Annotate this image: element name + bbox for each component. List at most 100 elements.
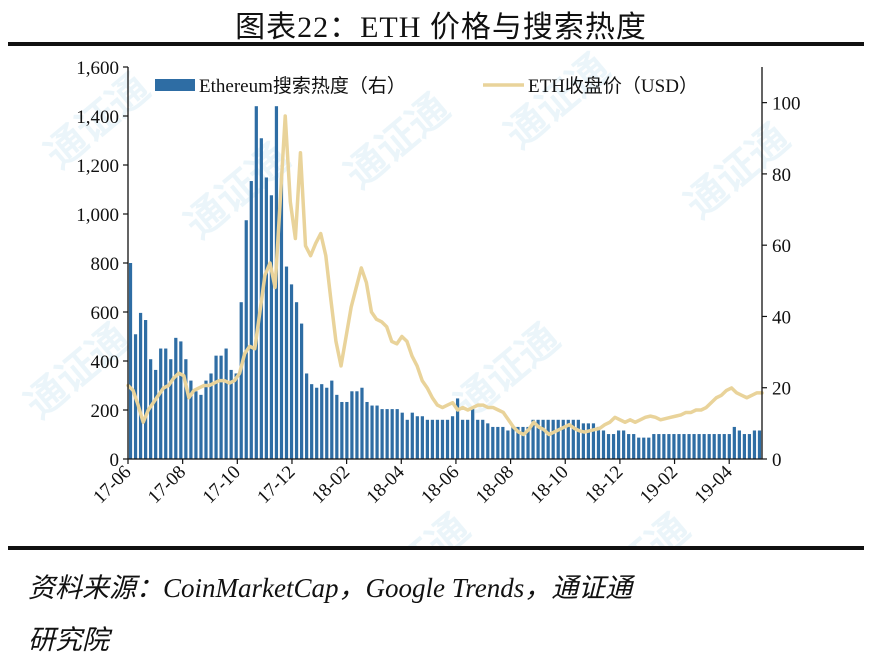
bar-112 xyxy=(692,434,696,459)
left-tick-label-4: 800 xyxy=(91,254,120,275)
x-tick-label-4: 18-02 xyxy=(308,462,354,508)
bar-55 xyxy=(405,419,409,459)
bar-31 xyxy=(284,266,289,459)
bar-108 xyxy=(672,434,676,459)
bar-98 xyxy=(622,430,626,459)
bar-78 xyxy=(521,426,525,459)
bar-76 xyxy=(511,426,515,459)
bar-38 xyxy=(320,384,324,459)
bar-5 xyxy=(154,369,158,459)
bar-125 xyxy=(757,430,762,459)
bar-82 xyxy=(541,419,545,459)
bar-44 xyxy=(350,391,354,459)
bar-123 xyxy=(747,434,752,459)
bar-23 xyxy=(244,220,248,459)
bar-34 xyxy=(299,323,304,459)
bar-53 xyxy=(395,409,399,459)
left-tick-label-6: 1,200 xyxy=(76,156,119,177)
bar-57 xyxy=(415,416,419,459)
bar-120 xyxy=(732,426,736,459)
legend: Ethereum搜索热度（右） ETH收盘价（USD） xyxy=(155,75,698,97)
left-tick-label-3: 600 xyxy=(91,303,120,324)
bar-97 xyxy=(616,430,621,459)
bar-74 xyxy=(501,426,505,459)
right-tick-label-4: 80 xyxy=(772,165,791,186)
bar-47 xyxy=(365,401,369,459)
bar-8 xyxy=(169,359,173,459)
bar-16 xyxy=(209,373,213,459)
bar-118 xyxy=(722,434,726,459)
chart: 通证通通证通通证通通证通通证通通证通通证通通证通通证通 020040060080… xyxy=(17,45,801,546)
watermark-2: 通证通 xyxy=(337,85,458,197)
x-tick-label-10: 19-02 xyxy=(636,462,682,508)
bar-111 xyxy=(687,434,691,459)
bar-33 xyxy=(294,302,299,459)
x-tick-label-2: 17-10 xyxy=(199,462,245,508)
left-tick-label-1: 200 xyxy=(91,401,120,422)
bar-41 xyxy=(335,394,339,459)
bar-103 xyxy=(647,437,651,459)
bar-106 xyxy=(662,434,666,459)
bar-22 xyxy=(239,302,243,459)
bar-30 xyxy=(279,177,284,459)
bar-87 xyxy=(566,419,570,459)
bar-102 xyxy=(642,437,646,459)
x-tick-label-5: 18-04 xyxy=(363,461,410,508)
bar-2 xyxy=(138,312,143,459)
right-tick-label-3: 60 xyxy=(772,236,791,257)
figure-title: 图表22：ETH 价格与搜索热度 xyxy=(235,11,647,44)
bar-40 xyxy=(330,380,334,459)
bar-94 xyxy=(601,430,606,459)
bar-13 xyxy=(194,391,198,459)
left-tick-label-2: 400 xyxy=(91,352,120,373)
bar-52 xyxy=(390,409,394,459)
bar-49 xyxy=(375,405,379,459)
bar-61 xyxy=(435,419,440,459)
left-tick-label-7: 1,400 xyxy=(76,107,119,128)
watermark-5: 通证通 xyxy=(17,315,138,427)
bar-21 xyxy=(234,373,238,459)
bar-6 xyxy=(159,348,163,459)
bar-28 xyxy=(269,195,274,460)
source-note: 资料来源：CoinMarketCap，Google Trends，通证通 研究院 xyxy=(28,562,868,666)
x-tick-label-9: 18-12 xyxy=(581,462,627,508)
bar-50 xyxy=(380,409,384,459)
right-tick-label-1: 20 xyxy=(772,379,791,400)
bar-88 xyxy=(571,419,575,459)
bar-81 xyxy=(536,419,540,459)
bar-77 xyxy=(516,426,520,459)
left-tick-label-8: 1,600 xyxy=(76,58,119,79)
bar-10 xyxy=(179,341,183,459)
watermark-6: 通证通 xyxy=(447,315,568,427)
bar-83 xyxy=(546,419,550,459)
x-tick-label-3: 17-12 xyxy=(253,462,299,508)
bar-39 xyxy=(325,387,329,459)
x-tick-label-8: 18-10 xyxy=(527,462,573,508)
bar-48 xyxy=(370,405,374,459)
bar-99 xyxy=(627,434,631,459)
bar-58 xyxy=(420,416,424,459)
bar-80 xyxy=(531,419,535,459)
bar-73 xyxy=(496,426,500,459)
bar-64 xyxy=(450,416,455,459)
right-tick-label-5: 100 xyxy=(772,94,801,115)
watermark-layer: 通证通通证通通证通通证通通证通通证通通证通通证通通证通 xyxy=(17,45,798,546)
legend-bar-label: Ethereum搜索热度（右） xyxy=(199,75,406,97)
bar-0 xyxy=(128,263,133,459)
bar-122 xyxy=(742,434,746,459)
bar-9 xyxy=(174,337,178,459)
bar-17 xyxy=(214,355,218,459)
bar-90 xyxy=(581,423,585,459)
bar-79 xyxy=(526,426,530,459)
bar-89 xyxy=(576,419,580,459)
bar-54 xyxy=(400,412,404,459)
x-tick-label-11: 19-04 xyxy=(691,461,738,508)
bar-109 xyxy=(677,434,681,459)
bar-15 xyxy=(204,380,208,459)
bar-114 xyxy=(702,434,706,459)
legend-bar-swatch xyxy=(155,79,195,91)
bar-124 xyxy=(752,430,757,459)
bottom-rule xyxy=(8,546,864,550)
bar-59 xyxy=(425,419,429,459)
left-tick-label-0: 0 xyxy=(110,450,120,471)
